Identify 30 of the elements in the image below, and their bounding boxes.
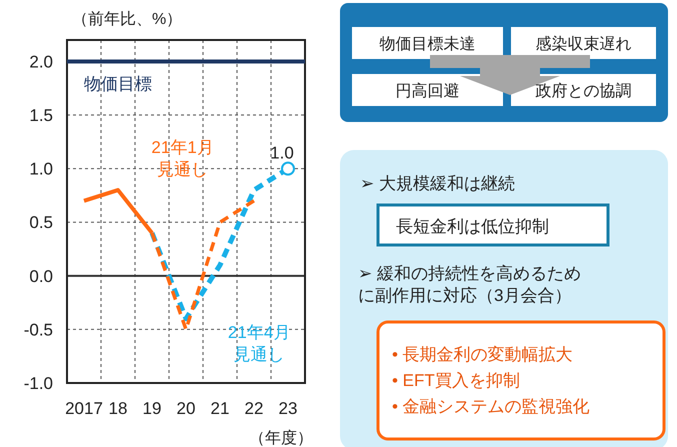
x-tick-label: 19 [142,399,162,418]
text: 政府との協調 [536,82,632,100]
y-tick-label: 1.5 [29,106,53,126]
x-tick-label: 23 [278,399,298,418]
y-tick-label: 0.0 [29,266,53,286]
text: • EFT買入を抑制 [392,371,520,390]
text: 長短金利は低位抑制 [396,217,549,236]
y-tick-label: -1.0 [24,374,53,393]
x-tick-label: 21 [210,399,230,418]
y-tick-label: 1.0 [29,160,53,179]
text: 円高回避 [396,82,460,100]
text: • 長期金利の変動幅拡大 [392,345,573,364]
text: 21年4月見通し [226,322,292,366]
x-axis-title: （年度） [249,429,313,447]
x-tick-label: 20 [176,399,196,418]
x-tick-label: 2017 [65,399,103,418]
ref-line-label: 物価目標 [84,74,152,94]
text: 物価目標未達 [380,35,476,53]
text: 21年1月見通し [150,136,215,181]
text: • 金融システムの監視強化 [392,397,590,416]
annotation: 1.0 [270,144,294,163]
x-tick-label: 18 [108,399,128,418]
x-tick-label: 22 [244,399,264,418]
text: 感染収束遅れ [536,35,632,53]
y-tick-label: 2.0 [29,52,53,72]
text: ➢ 緩和の持続性を高めるために副作用に対応（3月会合） [358,263,582,308]
y-tick-label: 0.5 [29,213,53,232]
y-axis-title: （前年比、%） [72,10,182,28]
y-tick-label: -0.5 [24,320,53,340]
text: ➢ 大規模緩和は継続 [360,174,515,193]
